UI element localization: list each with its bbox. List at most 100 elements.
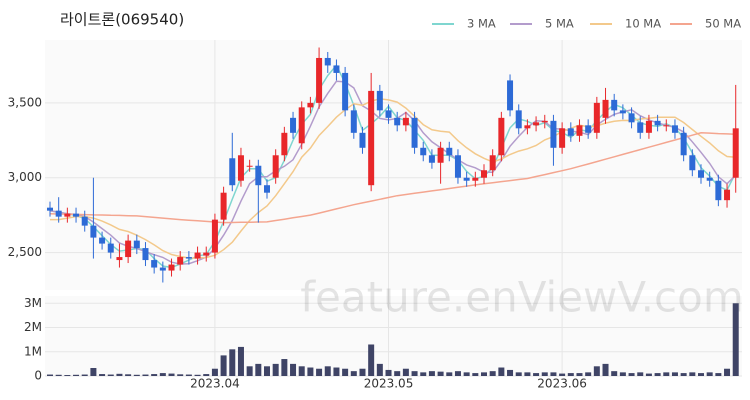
candle-body [576,125,583,136]
candle-body [732,128,739,178]
candle-body [550,120,557,148]
volume-bar [125,374,132,376]
volume-bar [376,363,383,376]
volume-bar [342,368,349,376]
candle-body [203,252,210,256]
y-tick-label: 0 [34,369,42,383]
volume-bar [324,366,331,376]
candle-body [645,120,652,133]
legend-label: 10 MA [625,17,661,31]
volume-bar [489,371,496,376]
chart-title: 라이트론(069540) [60,11,184,29]
candle-body [125,240,132,258]
x-tick-label: 2023.06 [537,377,587,391]
candle-body [394,117,401,126]
volume-bar [368,344,375,376]
volume-bar [628,373,635,376]
volume-bar [619,372,626,376]
candle-body [524,125,531,129]
volume-bar [576,373,583,376]
candle-body [307,102,314,108]
volume-bar [394,371,401,376]
candle-body [446,147,453,156]
volume-bar [177,374,184,376]
candle-body [333,65,340,73]
candle-body [220,192,227,220]
candle-body [47,207,53,211]
volume-bar [454,371,461,376]
candle-body [420,147,427,156]
candle-body [680,132,687,156]
y-tick-label: 2M [24,320,42,334]
volume-bar [715,373,722,376]
candle-body [463,177,470,181]
price-panel [45,40,742,290]
volume-bar [602,363,609,376]
candle-body [585,125,592,133]
candle-body [507,80,514,111]
candle-body [151,260,158,268]
y-tick-label: 3M [24,296,42,310]
volume-bar [211,368,218,376]
candle-body [272,155,279,178]
y-tick-label: 1M [24,344,42,358]
volume-bar [159,373,166,376]
volume-bar [402,368,409,376]
volume-bar [507,369,514,376]
candle-body [81,216,88,226]
candle-body [73,213,80,217]
volume-bar [724,368,731,376]
volume-bar [698,373,704,376]
volume-bar [680,373,687,376]
volume-bar [151,374,158,376]
volume-bar [437,371,444,376]
volume-bar [637,372,644,376]
candle-body [159,267,166,271]
volume-bar [133,374,140,376]
candle-body [541,120,548,123]
candle-body [437,147,444,163]
candle-body [385,110,392,118]
volume-bar [498,367,505,376]
x-tick-label: 2023.05 [364,377,414,391]
legend-label: 3 MA [467,17,496,31]
volume-bar [333,367,340,376]
volume-bar [116,373,123,376]
volume-bar [290,363,297,376]
candle-body [55,210,62,217]
candle-body [376,90,383,111]
candle-body [472,177,479,181]
candle-body [229,158,236,186]
candle-body [454,155,461,178]
candle-body [619,110,626,114]
x-tick-label: 2023.04 [190,377,240,391]
candle-body [698,170,704,178]
volume-bar [585,372,592,376]
candle-body [567,128,574,136]
candle-body [133,240,140,249]
candle-body [290,117,297,133]
volume-panel [45,296,742,376]
legend-label: 5 MA [545,17,574,31]
volume-bar [550,372,557,376]
candle-body [116,257,123,261]
volume-bar [272,363,279,376]
volume-bar [168,373,175,376]
candle-body [654,120,661,126]
candle-body [298,107,305,144]
candle-body [264,185,270,193]
candle-body [255,165,262,186]
legend-label: 50 MA [705,17,741,31]
volume-bar [567,373,574,376]
candle-body [489,155,496,171]
volume-bar [385,369,392,376]
candle-body [281,132,288,156]
candle-body [498,117,505,156]
candle-body [168,264,175,271]
candle-body [602,99,609,118]
volume-bar [559,373,566,376]
volume-bar [298,366,305,376]
candle-body [724,189,731,201]
candle-body [533,122,540,126]
